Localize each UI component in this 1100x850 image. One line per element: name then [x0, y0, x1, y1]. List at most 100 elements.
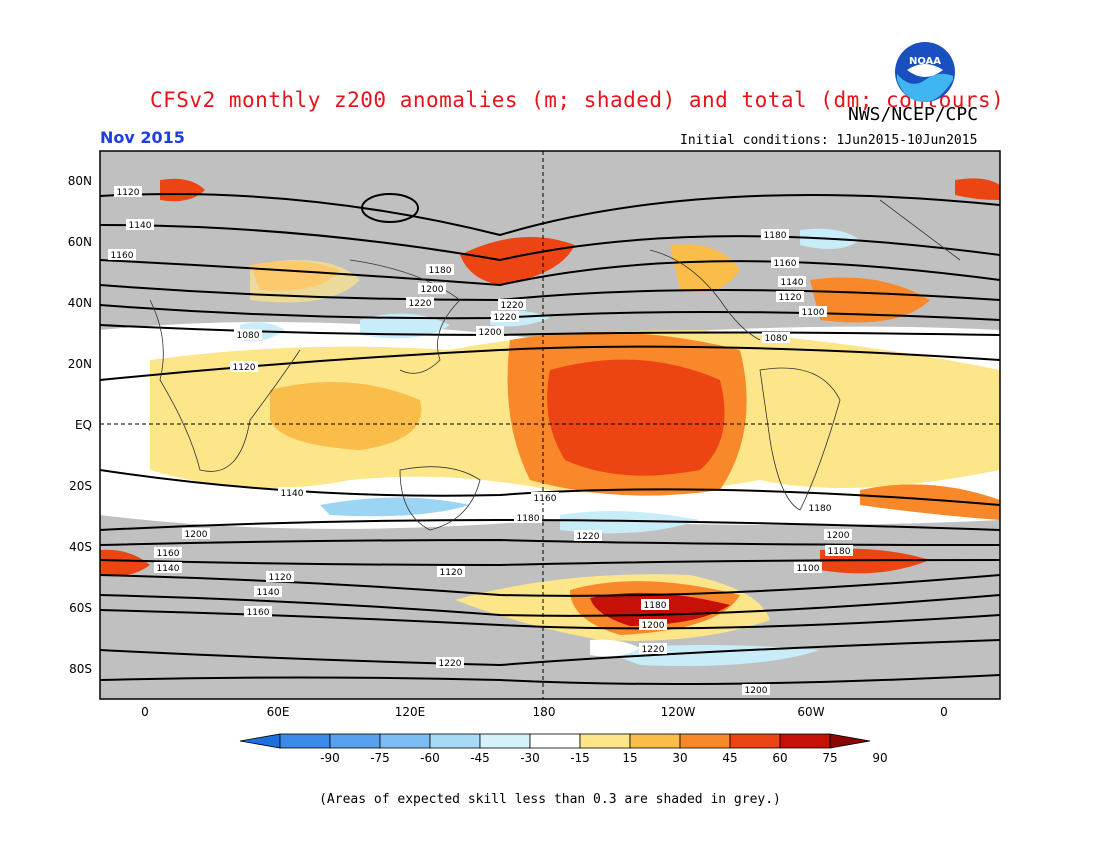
contour-label-bg: [825, 545, 853, 556]
contour-label-bg: [234, 329, 262, 340]
colorbar-label: 30: [672, 751, 687, 765]
contour-label: 1160: [774, 259, 797, 269]
contour-label: 1120: [117, 188, 140, 198]
colorbar: -90 -75 -60 -45 -30 -15 15 30 45 60 75 90: [239, 733, 888, 765]
contour-label-bg: [254, 586, 282, 597]
colorbar-label: -60: [420, 751, 440, 765]
lon-label: 120E: [395, 705, 426, 719]
contour-labels: 1120 1140 1160 1180 1200 1220 1220 1220 1200 1180…: [108, 186, 853, 696]
contour-label: 1200: [827, 531, 850, 541]
lat-label: 20S: [69, 479, 92, 493]
contour-label: 1160: [247, 608, 270, 618]
colorbar-label: 45: [722, 751, 737, 765]
lat-label: 60N: [68, 235, 92, 249]
colorbar-swatch: [379, 733, 431, 749]
contour-label-bg: [406, 297, 434, 308]
contour-label-bg: [437, 566, 465, 577]
organization-label: NWS/NCEP/CPC: [848, 104, 979, 125]
colorbar-label: 60: [772, 751, 787, 765]
contour-label: 1100: [797, 564, 820, 574]
map-frame: [99, 150, 1001, 700]
contour-label: 1220: [409, 299, 432, 309]
contour-label-bg: [266, 571, 294, 582]
coastlines: [149, 199, 961, 531]
contour-label: 1080: [765, 334, 788, 344]
colorbar-swatch: [729, 733, 781, 749]
contour-label: 1140: [257, 588, 280, 598]
anomaly-map: 1120 1140 1160 1180 1200 1220 1220 1220 1200 1180…: [68, 150, 1001, 719]
contour-label: 1120: [440, 568, 463, 578]
contour-label: 1160: [157, 549, 180, 559]
contour-label-bg: [154, 547, 182, 558]
contour-label-bg: [762, 332, 790, 343]
contour-label: 1160: [111, 251, 134, 261]
contour-label: 1140: [157, 564, 180, 574]
colorbar-label: -90: [320, 751, 340, 765]
skill-footnote: (Areas of expected skill less than 0.3 a…: [319, 792, 781, 807]
contour-label-bg: [776, 291, 804, 302]
contour-label-bg: [114, 186, 142, 197]
colorbar-swatch: [329, 733, 381, 749]
lon-label: 0: [940, 705, 948, 719]
lon-label: 0: [141, 705, 149, 719]
contour-label-bg: [230, 361, 258, 372]
contour-label: 1120: [269, 573, 292, 583]
contour-label-bg: [771, 257, 799, 268]
colorbar-label: -45: [470, 751, 490, 765]
contour-label-bg: [806, 502, 834, 513]
contour-label-bg: [761, 229, 789, 240]
contour-label-bg: [514, 512, 542, 523]
contour-label-bg: [794, 562, 822, 573]
colorbar-swatch: [779, 733, 831, 749]
contour-label: 1140: [281, 489, 304, 499]
contour-label: 1200: [421, 285, 444, 295]
contour-label: 1120: [233, 363, 256, 373]
colorbar-label: -75: [370, 751, 390, 765]
contour-label: 1180: [644, 601, 667, 611]
contour-label: 1200: [185, 530, 208, 540]
forecast-month: Nov 2015: [100, 128, 185, 147]
contour-label-bg: [244, 606, 272, 617]
contour-label-bg: [108, 249, 136, 260]
contour-label-bg: [418, 283, 446, 294]
contour-label: 1180: [517, 514, 540, 524]
contour-label-bg: [436, 657, 464, 668]
contour-label-bg: [531, 492, 559, 503]
contour-label: 1140: [781, 278, 804, 288]
contour-label: 1180: [809, 504, 832, 514]
lat-label: 60S: [69, 601, 92, 615]
noaa-logo-icon: NOAA: [895, 42, 955, 102]
contour-label-bg: [639, 619, 667, 630]
pacific-anomaly-red: [547, 359, 725, 476]
contour-label: 1080: [237, 331, 260, 341]
contour-label-bg: [778, 276, 806, 287]
lon-label: 60W: [797, 705, 824, 719]
colorbar-swatch: [479, 733, 531, 749]
lat-label: 40N: [68, 296, 92, 310]
contour-label: 1140: [129, 221, 152, 231]
contour-label-bg: [491, 311, 519, 322]
contour-label-bg: [126, 219, 154, 230]
contour-label-bg: [476, 326, 504, 337]
colorbar-swatch: [679, 733, 731, 749]
colorbar-label: 15: [622, 751, 637, 765]
contour-label-bg: [639, 643, 667, 654]
contour-label-bg: [641, 599, 669, 610]
contour-label: 1200: [479, 328, 502, 338]
colorbar-swatch: [529, 733, 581, 749]
contour-label: 1220: [439, 659, 462, 669]
contour-label: 1100: [802, 308, 825, 318]
contour-label: 1180: [764, 231, 787, 241]
initial-conditions: Initial conditions: 1Jun2015-10Jun2015: [680, 133, 978, 148]
lon-label: 120W: [661, 705, 696, 719]
colorbar-swatch: [579, 733, 631, 749]
noaa-logo-text: NOAA: [909, 56, 941, 67]
colorbar-swatch: [279, 733, 331, 749]
positive-anomaly-indian-ocean: [270, 382, 422, 450]
longitude-labels: 0 60E 120E 180 120W 60W 0: [141, 705, 948, 719]
lat-label: 80S: [69, 662, 92, 676]
contour-label: 1160: [534, 494, 557, 504]
colorbar-arrow-left: [239, 733, 281, 749]
contour-label: 1220: [501, 301, 524, 311]
contour-label-bg: [824, 529, 852, 540]
